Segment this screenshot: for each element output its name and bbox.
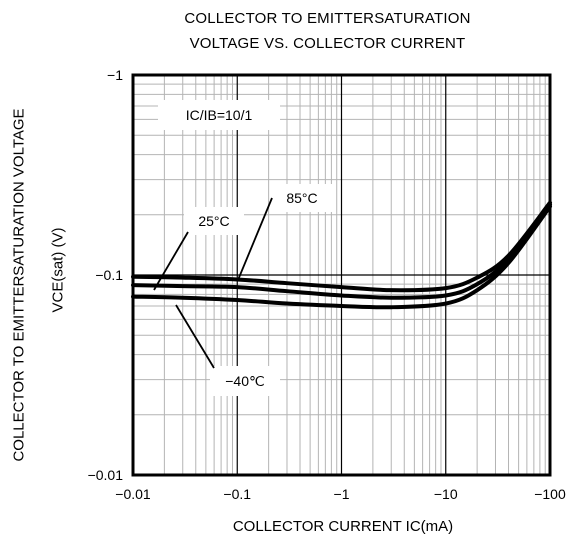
leader-25c <box>153 231 189 291</box>
leader-m40c <box>175 304 215 369</box>
y-tick-label: −1 <box>107 67 123 83</box>
leader-85c <box>237 197 273 281</box>
x-tick-label: −1 <box>334 486 350 502</box>
tick-labels: −0.01 −0.1 −1 −10 −100 −0.01 −0.1 −1 <box>88 67 566 502</box>
label-85c: 85°C <box>286 190 317 206</box>
label-m40c-box <box>210 366 280 396</box>
chart-title-line-1: COLLECTOR TO EMITTERSATURATION <box>184 10 471 27</box>
x-tick-label: −10 <box>434 486 458 502</box>
series-line-2 <box>131 202 552 300</box>
y-tick-label: −0.1 <box>95 267 123 283</box>
plot-frame <box>131 73 552 477</box>
condition-label: IC/IB=10/1 <box>186 107 253 123</box>
label-25c: 25°C <box>198 213 229 229</box>
label-25c-box <box>184 207 244 235</box>
condition-label-box <box>158 100 280 130</box>
series-layer <box>131 200 552 310</box>
label-m40c: −40℃ <box>225 373 264 389</box>
y-tick-label: −0.01 <box>88 467 124 483</box>
series-line-3 <box>131 204 552 310</box>
x-tick-label: −0.01 <box>115 486 151 502</box>
chart-title-line-2: VOLTAGE VS. COLLECTOR CURRENT <box>189 35 466 52</box>
annotation-layer: IC/IB=10/1 85°C 25°C −40℃ <box>153 100 332 396</box>
label-85c-box <box>272 184 332 212</box>
series-line-1 <box>131 200 552 293</box>
x-axis-label: COLLECTOR CURRENT IC(mA) <box>232 518 454 535</box>
x-tick-label: −0.1 <box>223 486 251 502</box>
x-tick-label: −100 <box>534 486 566 502</box>
